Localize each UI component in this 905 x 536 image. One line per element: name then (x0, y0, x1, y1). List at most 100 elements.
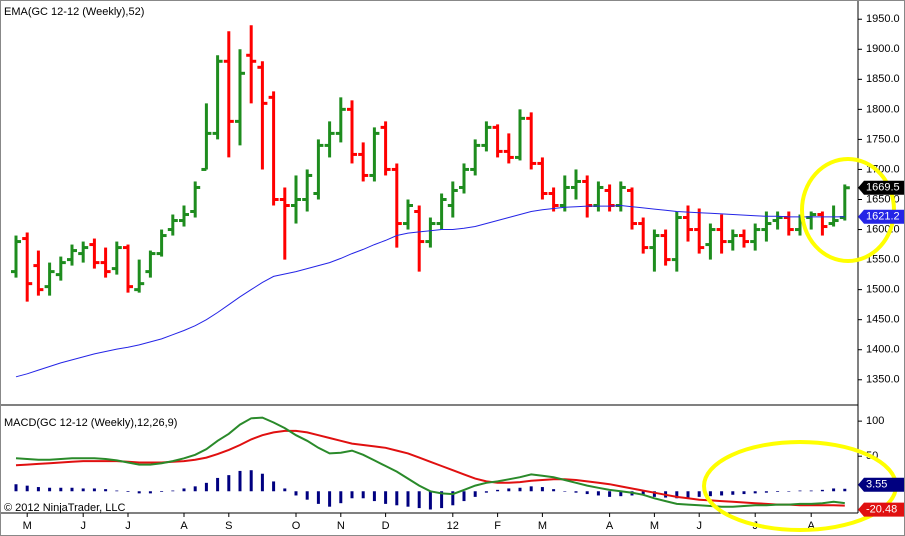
histogram-bar (675, 491, 679, 499)
ohlc-bar (335, 97, 346, 143)
ohlc-bar (503, 133, 514, 164)
histogram-bar (316, 491, 320, 504)
ohlc-bar (537, 157, 548, 200)
histogram-bar (496, 489, 500, 492)
price-panel-title: EMA(GC 12-12 (Weekly),52) (4, 6, 144, 18)
histogram-bar (25, 485, 29, 492)
ohlc-bar (257, 61, 268, 170)
y-tick-label: 100 (866, 415, 884, 427)
histogram-bar (507, 488, 511, 492)
histogram-bar (764, 491, 768, 493)
histogram-bar (832, 488, 836, 492)
histogram-bar (36, 487, 40, 492)
histogram-bar (451, 491, 455, 506)
histogram-bar (204, 482, 208, 492)
ohlc-bar (145, 250, 156, 278)
histogram-bar (652, 491, 656, 497)
histogram-bar (249, 470, 253, 492)
ohlc-bar (582, 175, 593, 218)
histogram-bar (596, 491, 600, 496)
ohlc-bar (638, 217, 649, 254)
histogram-bar (686, 491, 690, 498)
ohlc-bar (459, 163, 469, 194)
ohlc-bar (739, 229, 749, 248)
ohlc-bar (660, 229, 671, 266)
marker-box (858, 209, 904, 224)
ohlc-bar (291, 175, 301, 224)
ohlc-bar (649, 229, 660, 272)
marker-label: -20.48 (866, 504, 897, 516)
ohlc-bar (44, 262, 55, 296)
histogram-bar (641, 491, 645, 496)
ohlc-bar (683, 205, 693, 242)
ohlc-bar (179, 205, 189, 227)
ohlc-bar (671, 211, 682, 272)
last-value-marker: 1669.5 (858, 180, 904, 195)
marker-box (858, 502, 904, 517)
histogram-bar (540, 487, 544, 492)
ohlc-bar (492, 124, 503, 158)
last-value-marker: -20.48 (858, 502, 904, 517)
histogram-bar (473, 491, 477, 497)
marker-label: 3.55 (866, 479, 887, 491)
x-tick-label: D (382, 520, 390, 532)
ohlc-bar (22, 232, 33, 302)
histogram-bar (753, 491, 757, 494)
histogram-bar (563, 491, 567, 492)
histogram-bar (216, 477, 220, 492)
ohlc-bar (526, 112, 537, 170)
ohlc-bar (134, 259, 145, 293)
ohlc-bar (369, 127, 380, 182)
y-tick-label: 1750.0 (866, 133, 900, 145)
ohlc-bar (123, 244, 133, 293)
ohlc-bar (380, 121, 391, 176)
x-tick-label: S (225, 520, 232, 532)
ohlc-bar (750, 223, 761, 251)
histogram-bar (361, 491, 365, 499)
ohlc-bar (806, 211, 817, 230)
y-tick-label: 1950.0 (866, 13, 900, 25)
ohlc-bar (716, 214, 727, 254)
ohlc-bar (414, 205, 425, 272)
x-tick-label: J (80, 520, 86, 532)
x-tick-label: J (696, 520, 702, 532)
ohlc-bar (279, 187, 290, 260)
ohlc-bar (571, 169, 581, 200)
histogram-bar (585, 491, 589, 495)
histogram-bar (484, 491, 488, 493)
ohlc-bar (313, 139, 324, 200)
histogram-bar (260, 473, 264, 492)
last-value-marker: 3.55 (858, 477, 904, 492)
ohlc-bar (347, 100, 357, 164)
ohlc-bar (783, 211, 794, 236)
macd-line (15, 416, 845, 508)
histogram-bar (395, 491, 399, 506)
histogram-bar (328, 491, 332, 507)
ohlc-bar (627, 187, 637, 230)
ohlc-bar (246, 25, 257, 104)
histogram-bar (160, 491, 164, 492)
histogram-bar (70, 487, 74, 492)
x-tick-label: A (180, 520, 188, 532)
layers: 1350.01400.01450.01500.01550.01600.01650… (11, 13, 900, 532)
histogram-bar (283, 488, 287, 492)
ohlc-bar (67, 244, 77, 266)
x-tick-label: 12 (447, 520, 459, 532)
ohlc-bar (727, 229, 738, 251)
y-tick-label: 1400.0 (866, 344, 900, 356)
histogram-bar (339, 491, 343, 504)
marker-box (858, 180, 904, 195)
x-tick-label: F (494, 520, 501, 532)
ohlc-bar (559, 175, 570, 212)
ohlc-bar (55, 256, 66, 281)
x-tick-label: N (337, 520, 345, 532)
ohlc-bar (447, 181, 458, 218)
histogram-bar (193, 486, 197, 492)
histogram-bar (428, 491, 432, 510)
ohlc-bar (470, 139, 481, 176)
ohlc-bar (212, 55, 223, 140)
histogram-bar (182, 488, 186, 492)
histogram-bar (518, 487, 522, 492)
